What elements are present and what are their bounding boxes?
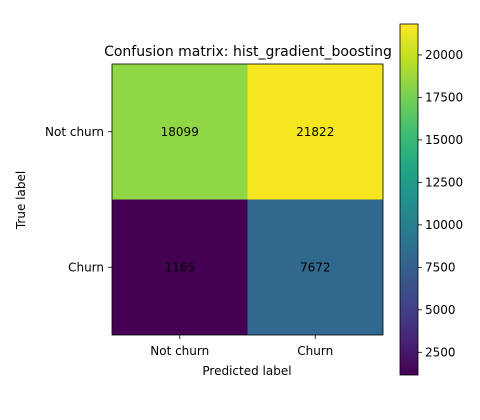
heatmap-border (111, 63, 384, 336)
x-axis-ticks: Not churn Churn (150, 335, 333, 358)
heatmap-cell (247, 199, 383, 335)
y-tick-label: Churn (68, 260, 104, 274)
colorbar-tick-label: 7500 (425, 260, 456, 274)
y-axis-ticks: Not churn Churn (45, 125, 112, 274)
colorbar-tick-label: 10000 (425, 218, 463, 232)
heatmap-cell (112, 64, 248, 200)
x-axis-label: Predicted label (202, 364, 291, 378)
x-tick-label: Not churn (150, 344, 209, 358)
heatmap-cell (112, 199, 248, 335)
x-tick-label: Churn (297, 344, 333, 358)
colorbar-tick-label: 17500 (425, 90, 463, 104)
colorbar (399, 23, 419, 376)
y-axis-label: True label (14, 171, 28, 230)
heatmap-cell-labels: 18099 21822 1165 7672 (161, 125, 335, 275)
colorbar-tick-label: 15000 (425, 133, 463, 147)
colorbar-tick-label: 2500 (425, 345, 456, 359)
y-tick-label: Not churn (45, 125, 104, 139)
colorbar-tick-label: 20000 (425, 48, 463, 62)
cell-value-label: 18099 (161, 125, 199, 139)
chart-title: Confusion matrix: hist_gradient_boosting (104, 44, 392, 60)
colorbar-tick-label: 12500 (425, 175, 463, 189)
cell-value-label: 1165 (164, 260, 195, 274)
cell-value-label: 21822 (296, 125, 334, 139)
cell-value-label: 7672 (300, 260, 331, 274)
heatmap-cell (247, 64, 383, 200)
colorbar-ticks: 2500 5000 7500 10000 12500 15000 17500 20000 (418, 48, 463, 359)
heatmap-cells (112, 64, 383, 335)
colorbar-tick-label: 5000 (425, 303, 456, 317)
